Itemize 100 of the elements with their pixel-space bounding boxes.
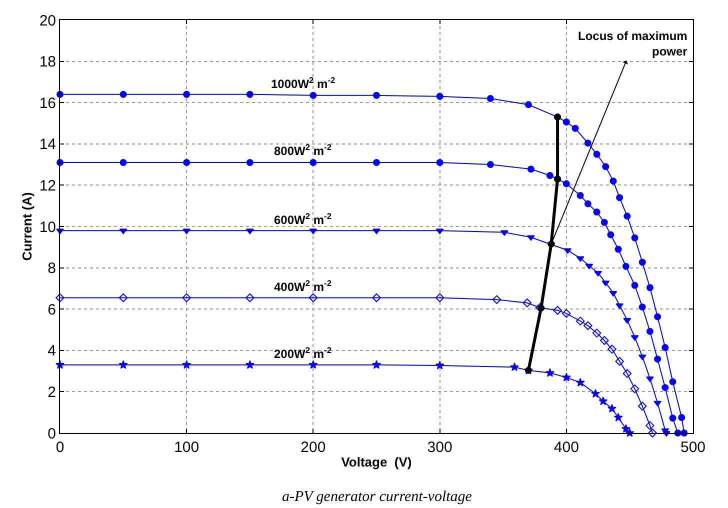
point <box>607 404 616 413</box>
point <box>576 192 584 200</box>
point <box>308 360 318 369</box>
point <box>576 316 585 326</box>
point <box>527 166 534 173</box>
point <box>372 293 381 302</box>
x-tick-label: 200 <box>300 439 326 456</box>
point <box>246 90 254 98</box>
point <box>585 264 594 270</box>
point <box>246 228 254 234</box>
point <box>435 293 444 302</box>
point <box>183 158 190 166</box>
point <box>610 178 617 185</box>
point <box>630 384 640 394</box>
point <box>600 218 608 226</box>
point <box>522 298 532 308</box>
point <box>436 228 444 234</box>
point <box>308 293 318 302</box>
point <box>654 356 662 363</box>
y-axis-title: Current (A) <box>19 192 34 261</box>
x-axis-title: Voltage (V) <box>341 454 412 470</box>
point <box>435 360 444 370</box>
point <box>646 376 654 382</box>
x-tick-label: 400 <box>554 439 579 456</box>
point <box>576 378 585 387</box>
point <box>598 396 608 406</box>
point <box>486 161 494 168</box>
point <box>56 293 64 302</box>
point <box>120 90 127 98</box>
point <box>538 304 545 312</box>
point <box>638 354 646 360</box>
point <box>608 344 616 354</box>
point <box>373 92 380 99</box>
point <box>562 180 570 188</box>
point <box>553 306 562 315</box>
point <box>576 256 584 262</box>
series-label: 800W$^{2}$ m$^{-2}$ <box>274 142 332 158</box>
y-tick-label: 20 <box>39 12 56 30</box>
point <box>372 360 381 369</box>
point <box>630 335 639 341</box>
point <box>602 280 610 286</box>
x-tick-label: 100 <box>174 439 200 456</box>
point <box>638 402 647 411</box>
point <box>648 428 657 438</box>
point <box>609 290 618 296</box>
point <box>118 293 128 302</box>
point <box>631 282 638 289</box>
y-tick-label: 16 <box>39 94 56 112</box>
point <box>486 94 494 102</box>
x-tick-label: 500 <box>680 439 706 456</box>
y-tick-label: 18 <box>39 54 56 71</box>
point <box>669 414 676 422</box>
point <box>616 194 624 202</box>
y-tick-label: 2 <box>48 384 56 401</box>
series-label: 1000W$^{2}$ m$^{-2}$ <box>271 75 336 92</box>
point <box>246 293 254 302</box>
point <box>562 309 571 318</box>
point <box>614 412 623 422</box>
point <box>526 235 535 241</box>
point <box>584 321 592 330</box>
y-tick-label: 6 <box>48 301 56 318</box>
annotation: Locus of maximum power <box>578 29 688 59</box>
point <box>183 90 190 98</box>
point <box>436 92 444 100</box>
point <box>662 384 669 392</box>
y-tick-label: 10 <box>39 218 56 236</box>
point <box>500 230 508 236</box>
point <box>624 212 631 220</box>
text: a-PV generator current-voltage <box>282 489 472 505</box>
point <box>646 284 654 292</box>
point <box>638 258 646 266</box>
point <box>654 400 662 406</box>
point <box>584 200 592 208</box>
point <box>562 372 571 382</box>
point <box>600 336 609 345</box>
point <box>591 389 600 398</box>
point <box>562 118 570 126</box>
point <box>602 163 610 170</box>
point <box>622 369 632 378</box>
point <box>245 360 254 369</box>
point <box>372 228 380 234</box>
y-tick-label: 0 <box>48 425 56 442</box>
point <box>510 362 519 372</box>
point <box>631 234 638 242</box>
series-label: 400W$^{2}$ m$^{-2}$ <box>274 278 332 294</box>
y-tick-label: 8 <box>48 260 56 278</box>
point <box>120 158 127 166</box>
point <box>182 360 192 369</box>
point <box>182 228 191 234</box>
series-label: 200W$^{2}$ m$^{-2}$ <box>274 345 332 362</box>
point <box>182 293 191 302</box>
point <box>646 328 654 335</box>
point <box>436 158 444 166</box>
point <box>594 270 602 276</box>
point <box>615 356 624 366</box>
point <box>564 248 572 254</box>
point <box>492 295 502 304</box>
point <box>584 140 592 147</box>
point <box>593 150 600 158</box>
point <box>593 208 600 216</box>
